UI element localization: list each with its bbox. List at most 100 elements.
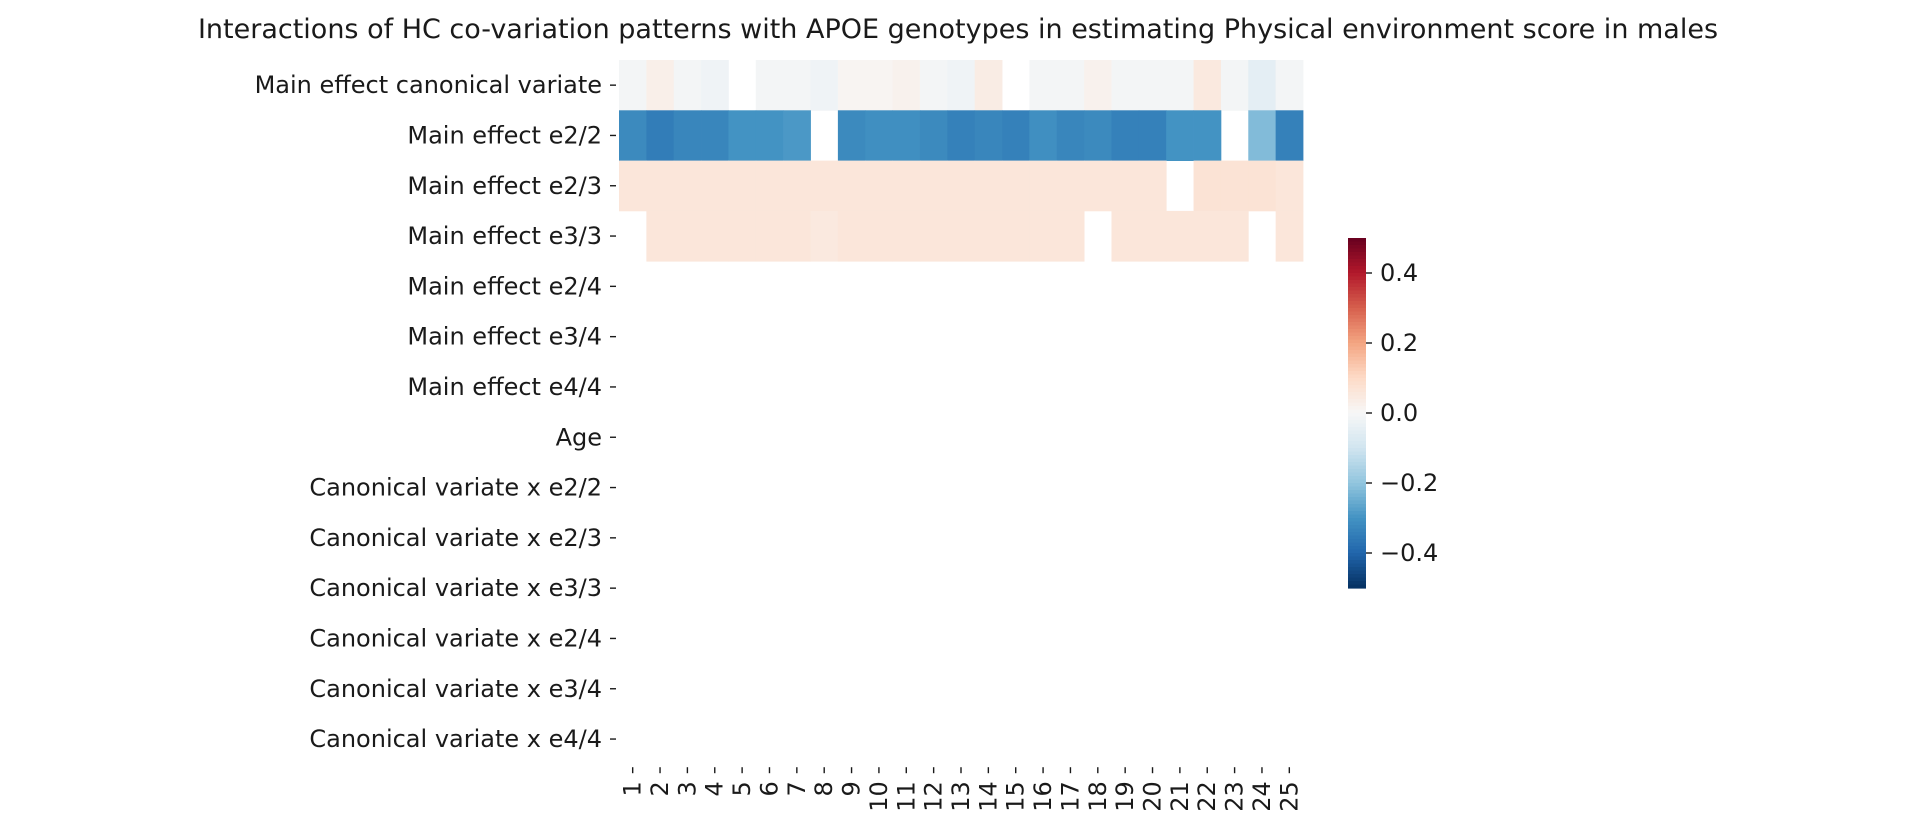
colorbar-segment [1348,514,1366,519]
x-tick-label: 25 [1275,781,1303,812]
colorbar-tick-label: −0.4 [1380,539,1438,567]
colorbar-tick-label: 0.4 [1380,259,1418,287]
colorbar-segment [1348,479,1366,484]
heatmap-cell [646,110,675,161]
heatmap-cell [1275,110,1304,161]
heatmap-cell [837,110,866,161]
heatmap-cell [892,160,921,212]
colorbar-segment [1348,413,1366,418]
colorbar-segment [1348,560,1366,565]
colorbar-segment [1348,465,1366,470]
heatmap-cell [755,110,784,161]
y-tick-label: Main effect e4/4 [407,373,602,401]
colorbar-segment [1348,350,1366,355]
heatmap-cell [1275,160,1304,212]
colorbar-segment [1348,490,1366,495]
heatmap-cell [783,60,811,111]
heatmap-cell [728,210,757,262]
colorbar-segment [1348,339,1366,344]
heatmap-cell [892,210,921,262]
colorbar-segment [1348,420,1366,425]
colorbar-segment [1348,427,1366,432]
x-tick-label: 11 [892,781,920,812]
y-tick-label: Canonical variate x e3/3 [309,574,602,602]
y-tick-label: Age [556,423,602,451]
x-tick-label: 18 [1084,781,1112,812]
colorbar-segment [1348,392,1366,397]
y-tick-label: Main effect e2/3 [407,172,602,200]
x-tick-label: 16 [1029,781,1057,812]
colorbar-segment [1348,388,1366,393]
heatmap-cell [974,60,1003,111]
y-tick-label: Canonical variate x e4/4 [309,725,602,753]
colorbar-segment [1348,304,1366,309]
colorbar-segment [1348,364,1366,369]
colorbar-segment [1348,444,1366,449]
heatmap-cell [1002,110,1030,161]
heatmap-cell [783,160,811,212]
colorbar-segment [1348,283,1366,288]
heatmap-cell [701,60,729,111]
x-tick-label: 14 [974,781,1002,812]
heatmap-cell [919,210,948,262]
heatmap-cell [810,210,839,262]
colorbar-segment [1348,462,1366,467]
y-tick-label: Canonical variate x e2/4 [309,624,602,652]
x-tick-label: 15 [1002,781,1030,812]
y-tick-label: Main effect e2/2 [407,121,602,149]
colorbar-segment [1348,252,1366,257]
colorbar-segment [1348,448,1366,453]
colorbar-segment [1348,528,1366,533]
heatmap-cell [1111,160,1140,212]
heatmap-cell [673,210,702,262]
heatmap-cell [1248,60,1277,111]
colorbar-segment [1348,238,1366,243]
heatmap-cell [1166,110,1194,161]
heatmap-cells [619,60,1304,262]
heatmap-cell [1138,160,1167,212]
colorbar-segment [1348,259,1366,264]
heatmap-cell [1002,160,1030,212]
x-tick-label: 10 [865,781,893,812]
x-axis-labels: 1 2 3 4 5 6 7 8 9 10 11 12 13 14 15 16 17 18 19 20 21 22 23 24 2… [619,767,1303,812]
heatmap-cell [646,210,675,262]
colorbar-segment [1348,542,1366,547]
colorbar-segment [1348,276,1366,281]
colorbar-segment [1348,539,1366,544]
chart-title: Interactions of HC co-variation patterns… [197,14,1719,45]
heatmap-cell [837,160,866,212]
colorbar-segment [1348,406,1366,411]
x-tick-label: 17 [1056,781,1084,812]
colorbar-segment [1348,472,1366,477]
heatmap-cell [1138,60,1167,111]
heatmap-cell [810,60,839,111]
colorbar-segment [1348,486,1366,491]
heatmap-cell [619,60,647,111]
heatmap-cell [701,210,729,262]
heatmap-cell [1029,210,1058,262]
heatmap-cell [1084,60,1112,111]
x-tick-label: 19 [1111,781,1139,812]
heatmap-cell [1029,110,1058,161]
colorbar-segment [1348,574,1366,579]
heatmap-cell [1111,110,1140,161]
colorbar-segment [1348,381,1366,386]
heatmap-cell [1220,210,1249,262]
colorbar-segment [1348,521,1366,526]
colorbar: 0.4 0.2 0.0 −0.2 −0.4 [1348,238,1438,589]
heatmap-cell [1084,110,1112,161]
colorbar-segment [1348,255,1366,260]
x-tick-label: 6 [755,781,783,796]
heatmap-cell [619,110,647,161]
colorbar-tick-label: 0.2 [1380,329,1418,357]
colorbar-segment [1348,504,1366,509]
heatmap-cell [810,160,839,212]
heatmap-cell [919,110,948,161]
heatmap-cell [755,160,784,212]
colorbar-segment [1348,273,1366,278]
heatmap-cell [1193,110,1222,161]
colorbar-segment [1348,322,1366,327]
heatmap-cell [1029,160,1058,212]
colorbar-segment [1348,245,1366,250]
heatmap-cell [783,210,811,262]
